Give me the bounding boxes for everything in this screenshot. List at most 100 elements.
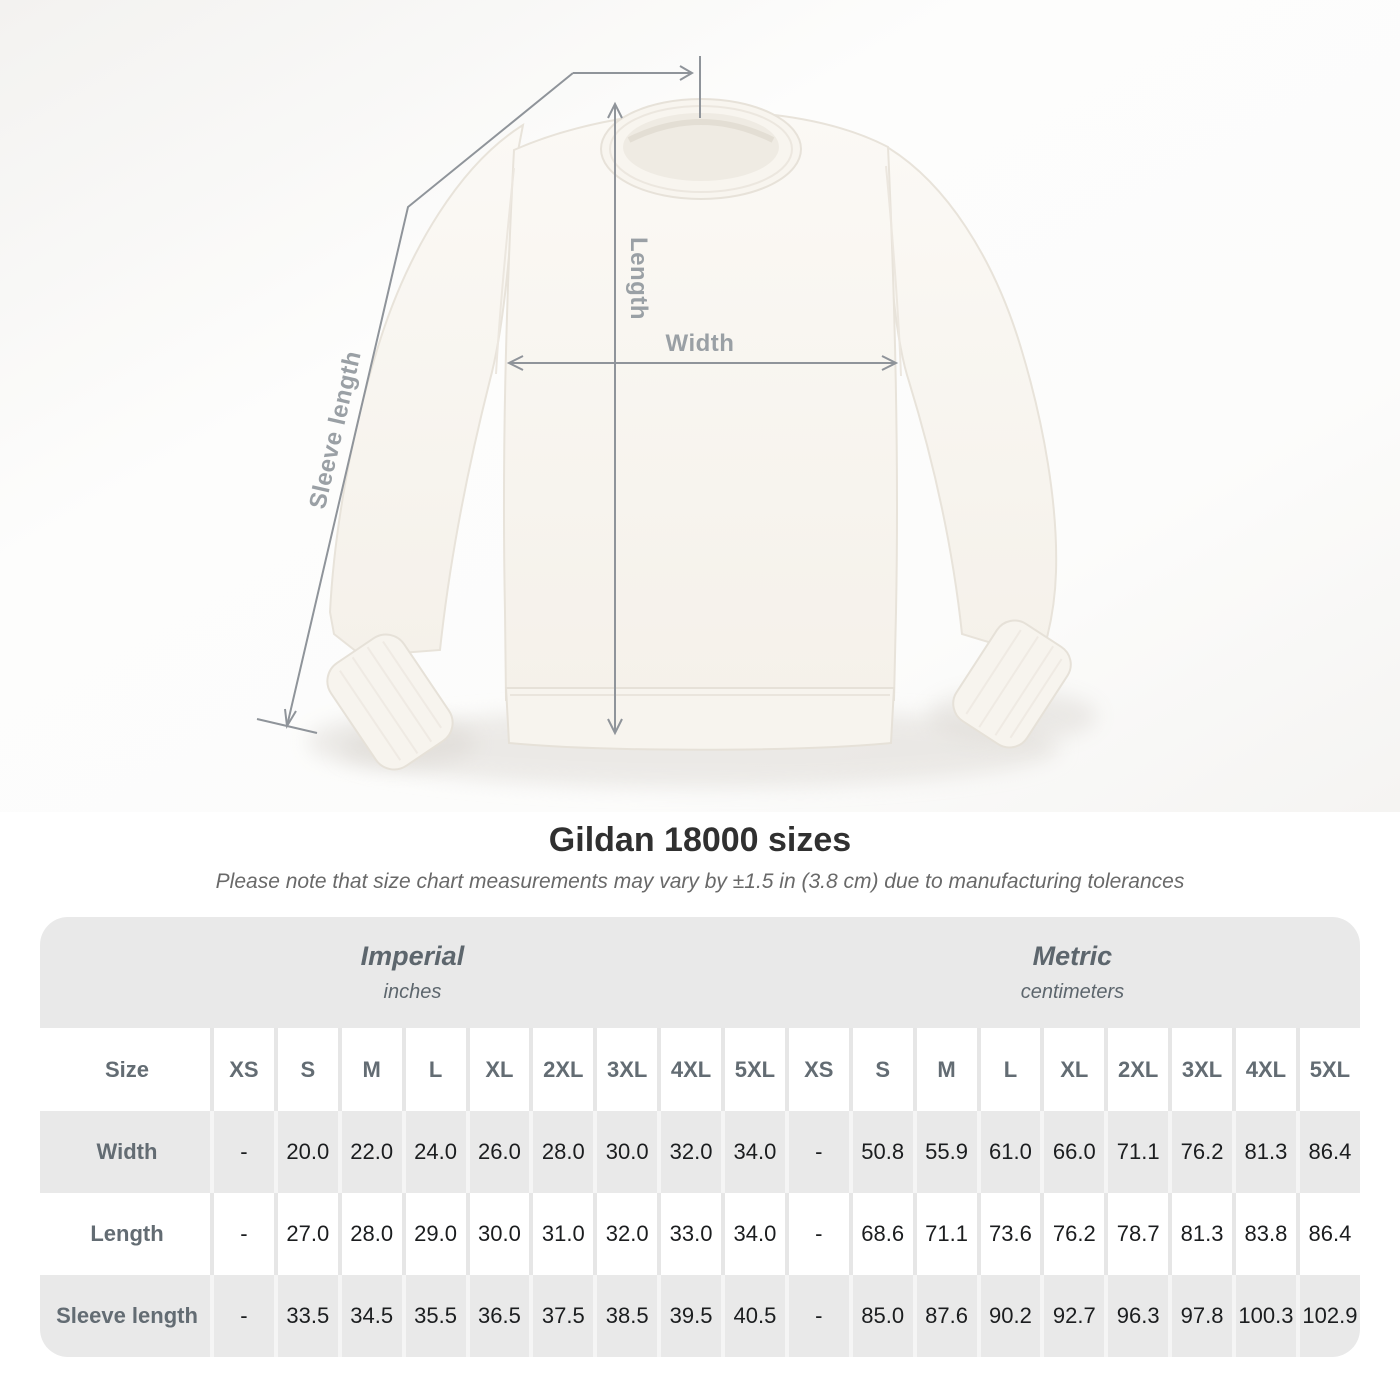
measurement-cell: 76.2 xyxy=(1040,1193,1104,1275)
measurement-cell: - xyxy=(210,1111,274,1193)
size-header-row: Size XS S M L XL 2XL 3XL 4XL 5XL XS S M L XL 2XL 3XL 4XL… xyxy=(40,1028,1360,1111)
measurement-cell: 100.3 xyxy=(1232,1275,1296,1357)
unit-group-metric: Metric centimeters xyxy=(784,917,1360,1028)
row-label: Sleeve length xyxy=(56,1303,198,1328)
measurement-cell: 78.7 xyxy=(1104,1193,1168,1275)
sleeve-top-arrowhead xyxy=(679,65,694,81)
measurement-cell: 34.0 xyxy=(721,1111,785,1193)
measurement-cell: 34.0 xyxy=(721,1193,785,1275)
metric-subheading: centimeters xyxy=(1020,981,1125,1003)
measurement-cell: 81.3 xyxy=(1232,1111,1296,1193)
sleeve-end-tick xyxy=(256,718,318,734)
measurement-cell: 33.5 xyxy=(273,1275,338,1357)
measurement-cell: - xyxy=(784,1193,849,1275)
metric-heading: Metric xyxy=(1032,941,1113,971)
measurement-cell: 102.9 xyxy=(1295,1275,1360,1357)
measurement-cell: 20.0 xyxy=(273,1111,338,1193)
measurement-cell: 90.2 xyxy=(976,1275,1041,1357)
unit-group-imperial: Imperial inches xyxy=(40,917,785,1028)
width-arrowhead-right xyxy=(881,355,899,371)
size-header-imperial-5xl: 5XL xyxy=(721,1028,785,1111)
size-header-imperial-xl: XL xyxy=(465,1028,530,1111)
measurement-cell: 96.3 xyxy=(1104,1275,1168,1357)
measurement-cell: 24.0 xyxy=(401,1111,466,1193)
measurement-row-width: Width -20.0 22.0 24.0 26.0 28.0 30.0 32.0 34.0-5… xyxy=(40,1111,1360,1193)
measurement-cell: 34.5 xyxy=(337,1275,402,1357)
measurement-cell: 50.8 xyxy=(848,1111,913,1193)
measurement-cell: 32.0 xyxy=(593,1193,657,1275)
measurement-cell: 27.0 xyxy=(273,1193,338,1275)
measurements-table: Imperial inches Metric centimeters Size … xyxy=(40,917,1360,1357)
measurement-cell: 22.0 xyxy=(337,1111,402,1193)
length-arrowhead-top xyxy=(607,101,623,119)
size-header-metric-5xl: 5XL xyxy=(1295,1028,1360,1111)
measurement-cell: 68.6 xyxy=(848,1193,913,1275)
length-arrowhead-bottom xyxy=(607,718,623,736)
measurement-cell: 30.0 xyxy=(593,1111,657,1193)
measurement-cell: 86.4 xyxy=(1295,1193,1360,1275)
measurement-cell: 33.0 xyxy=(657,1193,721,1275)
measurement-cell: 76.2 xyxy=(1168,1111,1232,1193)
measurement-cell: 36.5 xyxy=(465,1275,530,1357)
left-cuff xyxy=(326,633,454,771)
measurement-cell: 35.5 xyxy=(401,1275,466,1357)
measurement-cell: 61.0 xyxy=(976,1111,1041,1193)
measurement-cell: - xyxy=(210,1275,274,1357)
measurement-cell: 28.0 xyxy=(337,1193,402,1275)
waistband xyxy=(504,687,896,751)
page-title: Gildan 18000 sizes xyxy=(548,821,852,859)
right-armhole-seam xyxy=(885,165,902,377)
measurement-cell: 97.8 xyxy=(1168,1275,1232,1357)
measurement-cell: - xyxy=(784,1111,849,1193)
measurement-cell: 31.0 xyxy=(529,1193,593,1275)
measurement-cell: 71.1 xyxy=(912,1193,977,1275)
measurement-cell: 39.5 xyxy=(657,1275,721,1357)
imperial-heading: Imperial xyxy=(360,941,465,971)
measurement-cell: 38.5 xyxy=(593,1275,657,1357)
measurement-cell: 71.1 xyxy=(1104,1111,1168,1193)
measurement-cell: 92.7 xyxy=(1040,1275,1104,1357)
row-label: Length xyxy=(90,1221,164,1246)
measurement-cell: 29.0 xyxy=(401,1193,466,1275)
measurement-cell: 81.3 xyxy=(1168,1193,1232,1275)
size-header-metric-m: M xyxy=(912,1028,977,1111)
unit-group-row: Imperial inches Metric centimeters xyxy=(40,917,1360,1028)
product-photo: Length Width Sleeve length xyxy=(0,0,1400,812)
left-sleeve xyxy=(328,122,525,658)
size-header-imperial-2xl: 2XL xyxy=(529,1028,593,1111)
measurement-row-sleeve-length: Sleeve length -33.5 34.5 35.5 36.5 37.5 38.5 39… xyxy=(40,1275,1360,1357)
measurement-cell: 28.0 xyxy=(529,1111,593,1193)
measurement-cell: 87.6 xyxy=(912,1275,977,1357)
measurement-cell: - xyxy=(210,1193,274,1275)
measurement-cell: 55.9 xyxy=(912,1111,977,1193)
size-chart-table: Imperial inches Metric centimeters Size … xyxy=(40,917,1360,1357)
measurement-row-length: Length -27.0 28.0 29.0 30.0 31.0 32.0 33.0 34.0-… xyxy=(40,1193,1360,1275)
size-column-header: Size xyxy=(104,1056,150,1082)
measurement-cell: 86.4 xyxy=(1295,1111,1360,1193)
collar-inner-shadow xyxy=(627,119,775,143)
sweatshirt-image xyxy=(0,0,1400,812)
measurement-cell: 26.0 xyxy=(465,1111,530,1193)
measurement-cell: 85.0 xyxy=(848,1275,913,1357)
measurement-cell: 40.5 xyxy=(721,1275,785,1357)
measurement-cell: 30.0 xyxy=(465,1193,530,1275)
left-armhole-seam xyxy=(495,167,515,375)
size-header-metric-s: S xyxy=(848,1028,913,1111)
size-header-imperial-l: L xyxy=(401,1028,466,1111)
size-header-metric-l: L xyxy=(976,1028,1041,1111)
measurement-cell: - xyxy=(784,1275,849,1357)
measurement-cell: 83.8 xyxy=(1232,1193,1296,1275)
size-header-imperial-xs: XS xyxy=(210,1028,274,1111)
sweatshirt-graphic xyxy=(326,98,1072,771)
measurement-cell: 66.0 xyxy=(1040,1111,1104,1193)
size-header-metric-xs: XS xyxy=(784,1028,849,1111)
row-label: Width xyxy=(96,1139,158,1164)
measurement-cell: 37.5 xyxy=(529,1275,593,1357)
length-label: Length xyxy=(625,237,652,320)
size-header-imperial-3xl: 3XL xyxy=(593,1028,657,1111)
size-header-metric-2xl: 2XL xyxy=(1104,1028,1168,1111)
measurement-cell: 32.0 xyxy=(657,1111,721,1193)
size-header-imperial-m: M xyxy=(337,1028,402,1111)
measurement-annotations xyxy=(256,56,899,736)
